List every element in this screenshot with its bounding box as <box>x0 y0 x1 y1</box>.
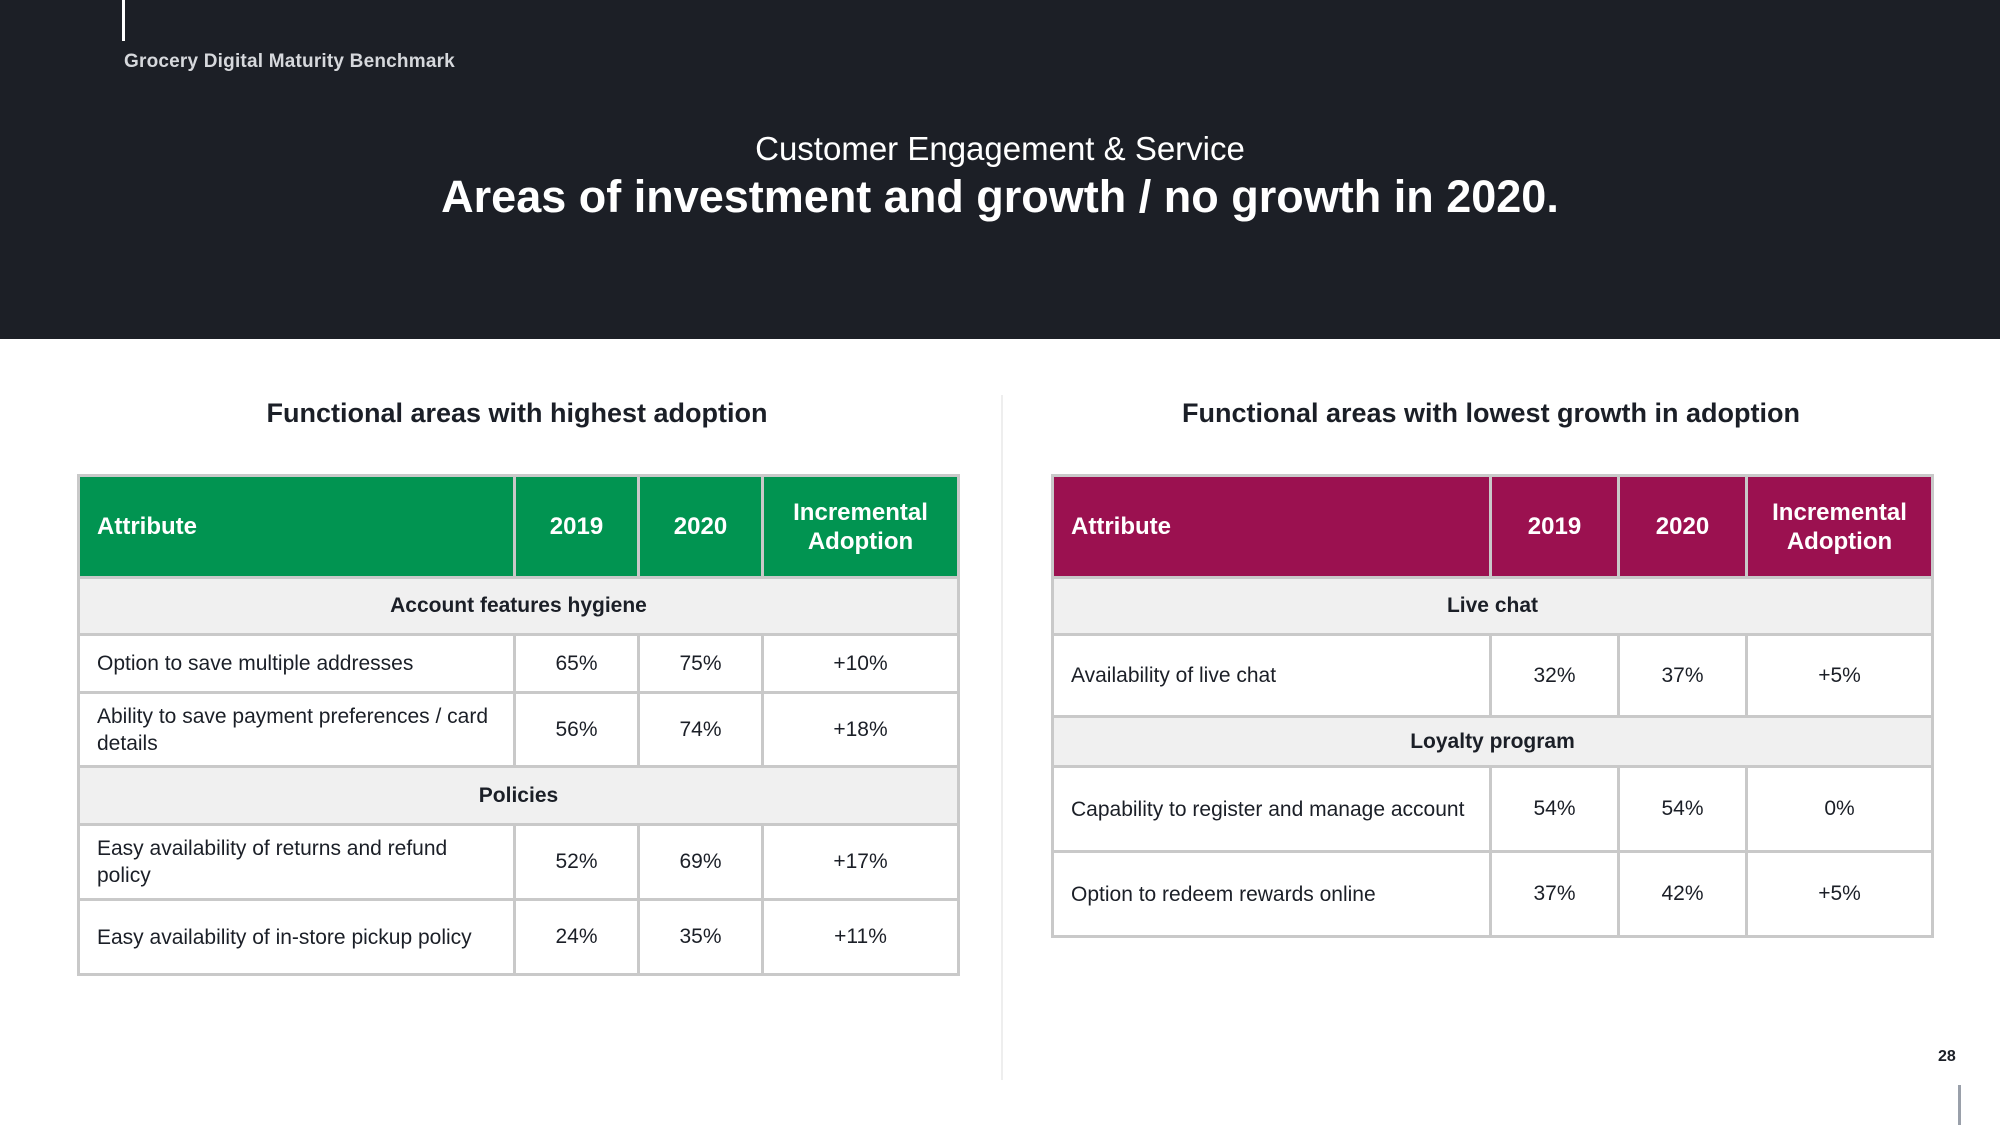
attribute-cell: Easy availability of in-store pickup pol… <box>77 898 516 976</box>
right-section-title: Functional areas with lowest growth in a… <box>1181 398 1801 428</box>
category-row: Live chat <box>1051 576 1934 636</box>
incremental-cell: +18% <box>761 691 960 768</box>
brand-name: Grocery Digital Maturity Benchmark <box>124 51 455 72</box>
category-row: Account features hygiene <box>77 576 960 636</box>
incremental-cell: +5% <box>1745 850 1934 938</box>
value-2020-cell: 35% <box>637 898 764 976</box>
highest-adoption-table: Attribute 2019 2020 Incremental Adoption… <box>77 474 960 976</box>
column-header-incremental: Incremental Adoption <box>761 474 960 579</box>
table-header-row: Attribute 2019 2020 Incremental Adoption <box>1051 474 1934 579</box>
column-divider <box>1001 395 1003 1080</box>
page-subtitle: Customer Engagement & Service <box>755 130 1245 167</box>
value-2020-cell: 69% <box>637 823 764 901</box>
table-row: Option to save multiple addresses 65% 75… <box>77 633 960 694</box>
table-row: Ability to save payment preferences / ca… <box>77 691 960 768</box>
incremental-cell: +17% <box>761 823 960 901</box>
value-2020-cell: 54% <box>1617 765 1748 853</box>
top-accent-rule <box>122 0 125 41</box>
value-2020-cell: 37% <box>1617 633 1748 718</box>
incremental-cell: +5% <box>1745 633 1934 718</box>
value-2019-cell: 37% <box>1489 850 1620 938</box>
attribute-cell: Option to save multiple addresses <box>77 633 516 694</box>
table-row: Availability of live chat 32% 37% +5% <box>1051 633 1934 718</box>
attribute-cell: Option to redeem rewards online <box>1051 850 1492 938</box>
column-header-2020: 2020 <box>1617 474 1748 579</box>
lowest-growth-table: Attribute 2019 2020 Incremental Adoption… <box>1051 474 1934 938</box>
column-header-incremental: Incremental Adoption <box>1745 474 1934 579</box>
column-header-2020: 2020 <box>637 474 764 579</box>
category-label: Loyalty program <box>1051 715 1934 768</box>
category-row: Loyalty program <box>1051 715 1934 768</box>
incremental-cell: 0% <box>1745 765 1934 853</box>
value-2019-cell: 65% <box>513 633 640 694</box>
value-2020-cell: 74% <box>637 691 764 768</box>
value-2019-cell: 54% <box>1489 765 1620 853</box>
attribute-cell: Availability of live chat <box>1051 633 1492 718</box>
value-2020-cell: 42% <box>1617 850 1748 938</box>
incremental-cell: +10% <box>761 633 960 694</box>
bottom-accent-rule <box>1958 1085 1961 1125</box>
category-label: Live chat <box>1051 576 1934 636</box>
attribute-cell: Easy availability of returns and refund … <box>77 823 516 901</box>
table-row: Capability to register and manage accoun… <box>1051 765 1934 853</box>
column-header-2019: 2019 <box>513 474 640 579</box>
header-banner: Grocery Digital Maturity Benchmark Custo… <box>0 0 2000 339</box>
table-row: Easy availability of returns and refund … <box>77 823 960 901</box>
category-row: Policies <box>77 765 960 826</box>
table-header-row: Attribute 2019 2020 Incremental Adoption <box>77 474 960 579</box>
table-row: Easy availability of in-store pickup pol… <box>77 898 960 976</box>
category-label: Policies <box>77 765 960 826</box>
left-section-title: Functional areas with highest adoption <box>266 398 768 428</box>
attribute-cell: Ability to save payment preferences / ca… <box>77 691 516 768</box>
value-2019-cell: 24% <box>513 898 640 976</box>
column-header-2019: 2019 <box>1489 474 1620 579</box>
incremental-cell: +11% <box>761 898 960 976</box>
value-2019-cell: 52% <box>513 823 640 901</box>
value-2019-cell: 56% <box>513 691 640 768</box>
table-row: Option to redeem rewards online 37% 42% … <box>1051 850 1934 938</box>
value-2019-cell: 32% <box>1489 633 1620 718</box>
value-2020-cell: 75% <box>637 633 764 694</box>
attribute-cell: Capability to register and manage accoun… <box>1051 765 1492 853</box>
column-header-attribute: Attribute <box>1051 474 1492 579</box>
category-label: Account features hygiene <box>77 576 960 636</box>
page-number: 28 <box>1938 1048 1956 1065</box>
column-header-attribute: Attribute <box>77 474 516 579</box>
page-title: Areas of investment and growth / no grow… <box>441 171 1559 222</box>
